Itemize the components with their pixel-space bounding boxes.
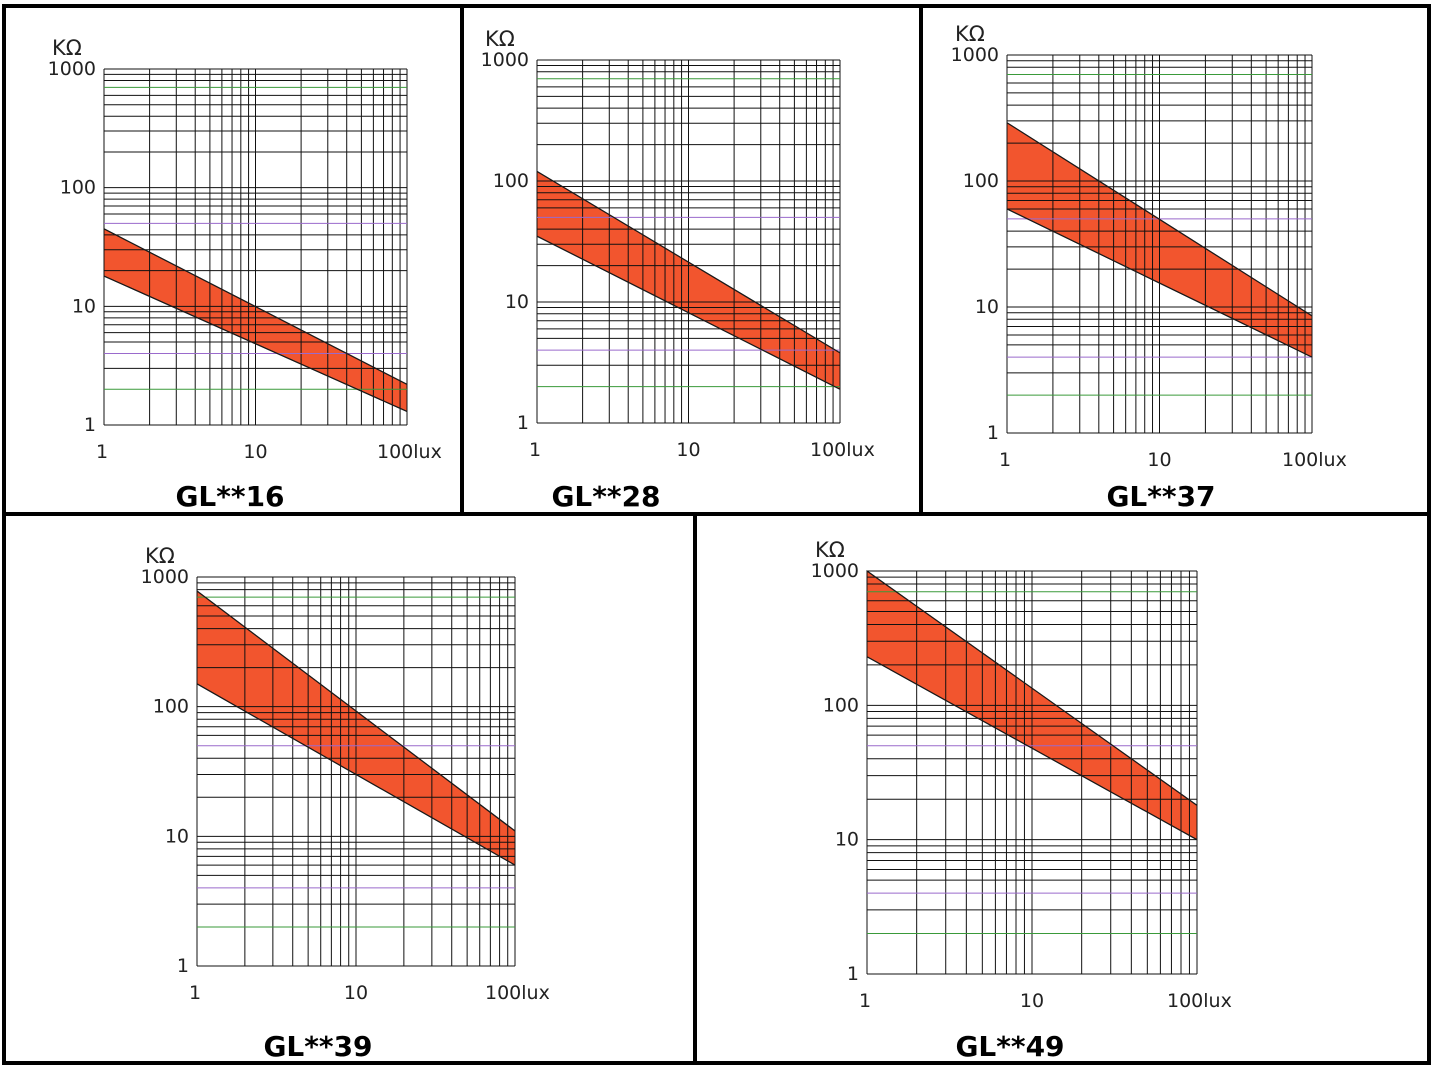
chart-title-gl39: GL**39 bbox=[263, 1030, 373, 1063]
chart-title-gl28: GL**28 bbox=[551, 480, 661, 513]
y-tick-label: 1000 bbox=[481, 49, 529, 71]
x-tick-label: 1 bbox=[529, 439, 541, 461]
y-gridlines-gl16 bbox=[104, 68, 407, 426]
x-tick-label: 100lux bbox=[1167, 990, 1232, 1012]
y-tick-label: 1 bbox=[517, 412, 529, 434]
chart-title-gl16: GL**16 bbox=[175, 480, 285, 513]
band-lower-edge bbox=[196, 683, 516, 866]
x-gridlines-gl39 bbox=[196, 577, 516, 966]
y-tick-label: 10 bbox=[72, 295, 96, 317]
x-tick-label: 100lux bbox=[485, 982, 550, 1004]
y-gridlines-gl28 bbox=[537, 59, 840, 424]
band-lower-edge bbox=[103, 275, 408, 413]
y-tick-label: 1 bbox=[84, 414, 96, 436]
y-tick-label: 1 bbox=[987, 422, 999, 444]
y-gridlines-gl39 bbox=[197, 576, 515, 967]
x-tick-label: 1 bbox=[859, 990, 871, 1012]
y-tick-label: 1000 bbox=[811, 560, 859, 582]
y-gridlines-gl49 bbox=[867, 570, 1197, 975]
y-tick-label: 1 bbox=[177, 955, 189, 977]
x-tick-label: 10 bbox=[344, 982, 368, 1004]
y-axis-unit-gl37: KΩ bbox=[955, 22, 985, 46]
band-lower-edge bbox=[866, 656, 1198, 841]
x-tick-label: 1 bbox=[189, 982, 201, 1004]
y-tick-label: 100 bbox=[963, 170, 999, 192]
panel-frame-gl39 bbox=[2, 512, 697, 1065]
y-tick-label: 10 bbox=[835, 829, 859, 851]
y-tick-label: 1000 bbox=[951, 44, 999, 66]
x-tick-label: 1 bbox=[96, 441, 108, 463]
x-tick-label: 10 bbox=[1147, 449, 1171, 471]
y-tick-label: 10 bbox=[165, 825, 189, 847]
x-tick-label: 10 bbox=[243, 441, 267, 463]
y-tick-label: 100 bbox=[823, 694, 859, 716]
band-lower-edge bbox=[536, 235, 841, 390]
panel-frame-gl16 bbox=[2, 4, 464, 516]
x-tick-label: 10 bbox=[1020, 990, 1044, 1012]
band-upper-edge bbox=[196, 590, 516, 832]
x-tick-label: 10 bbox=[676, 439, 700, 461]
chart-title-gl37: GL**37 bbox=[1106, 480, 1216, 513]
band-lower-edge bbox=[1006, 208, 1313, 358]
y-axis-unit-gl39: KΩ bbox=[145, 544, 175, 568]
x-tick-label: 100lux bbox=[810, 439, 875, 461]
x-gridlines-gl28 bbox=[536, 60, 841, 423]
band-upper-edge bbox=[536, 170, 841, 354]
chart-title-gl49: GL**49 bbox=[955, 1030, 1065, 1063]
x-tick-label: 1 bbox=[999, 449, 1011, 471]
panel-frame-gl49 bbox=[693, 512, 1431, 1065]
y-gridlines-gl37 bbox=[1007, 54, 1312, 434]
x-tick-label: 100lux bbox=[1282, 449, 1347, 471]
y-axis-unit-gl49: KΩ bbox=[815, 538, 845, 562]
y-tick-label: 10 bbox=[975, 296, 999, 318]
y-tick-label: 100 bbox=[60, 177, 96, 199]
y-tick-label: 1 bbox=[847, 963, 859, 985]
x-gridlines-gl16 bbox=[103, 69, 408, 425]
y-tick-label: 100 bbox=[153, 696, 189, 718]
x-gridlines-gl37 bbox=[1006, 55, 1313, 433]
y-tick-label: 1000 bbox=[48, 58, 96, 80]
y-tick-label: 100 bbox=[493, 170, 529, 192]
band-upper-edge bbox=[103, 228, 408, 385]
x-tick-label: 100lux bbox=[377, 441, 442, 463]
band-upper-edge bbox=[866, 570, 1198, 806]
y-axis-unit-gl16: KΩ bbox=[52, 36, 82, 60]
y-axis-unit-gl28: KΩ bbox=[485, 27, 515, 51]
y-tick-label: 1000 bbox=[141, 566, 189, 588]
x-gridlines-gl49 bbox=[866, 571, 1198, 974]
band-upper-edge bbox=[1006, 122, 1313, 317]
y-tick-label: 10 bbox=[505, 291, 529, 313]
